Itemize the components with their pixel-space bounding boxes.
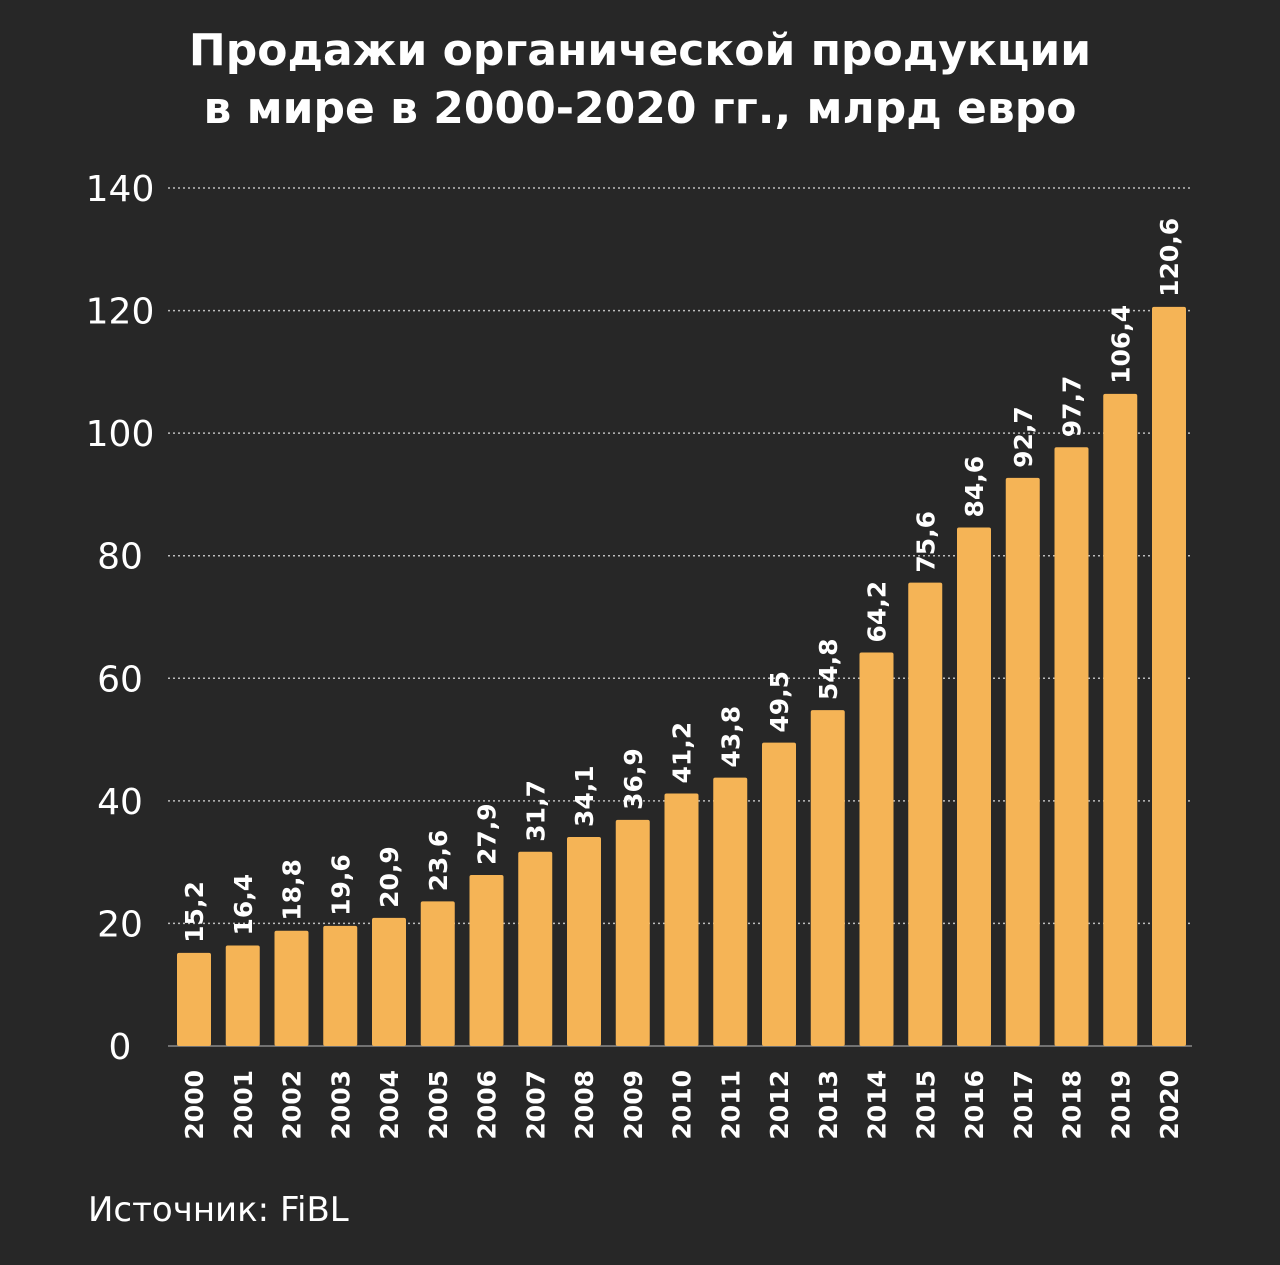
x-tick-label: 2016 [960, 1070, 989, 1140]
y-axis-tick-labels: 0 20 40 60 80 100 120 140 [86, 169, 155, 1068]
value-label: 92,7 [1009, 406, 1038, 468]
value-label: 49,5 [765, 671, 794, 733]
value-label: 16,4 [229, 874, 258, 936]
bar [1054, 447, 1089, 1046]
bar [469, 875, 504, 1046]
value-label: 75,6 [911, 511, 940, 573]
bar [225, 945, 260, 1046]
bar [664, 793, 699, 1046]
x-tick-label: 2015 [911, 1070, 940, 1140]
x-tick-label: 2004 [375, 1070, 404, 1140]
value-label: 18,8 [278, 859, 307, 921]
x-tick-label: 2017 [1009, 1070, 1038, 1140]
x-tick-label: 2009 [619, 1070, 648, 1140]
x-tick-label: 2006 [473, 1070, 502, 1140]
bar [1152, 306, 1186, 1046]
x-tick-label: 2020 [1155, 1070, 1184, 1140]
bar [713, 777, 748, 1046]
value-label: 97,7 [1058, 376, 1087, 438]
bar [615, 819, 650, 1046]
bar [567, 837, 601, 1046]
y-tick-label: 20 [97, 904, 143, 945]
x-tick-label: 2012 [765, 1070, 794, 1140]
value-label: 20,9 [375, 846, 404, 908]
x-tick-label: 2014 [863, 1070, 892, 1140]
bar [420, 901, 455, 1046]
y-tick-label: 100 [86, 414, 155, 455]
value-label: 41,2 [668, 722, 697, 784]
bar [274, 930, 309, 1046]
y-tick-label: 60 [97, 659, 143, 700]
y-tick-label: 0 [109, 1027, 132, 1068]
chart-title-line-1: Продажи органической продукции [188, 25, 1092, 76]
x-tick-label: 2007 [521, 1070, 550, 1140]
value-label: 106,4 [1106, 305, 1135, 384]
bar [957, 527, 991, 1046]
value-labels: 15,2 16,4 18,8 19,6 20,9 23,6 27,9 31,7 34,1 36,9… [180, 218, 1184, 943]
value-label: 27,9 [473, 803, 502, 865]
y-tick-label: 120 [86, 292, 155, 333]
x-tick-label: 2010 [668, 1070, 697, 1140]
x-axis-tick-labels: 2000 2001 2002 2003 2004 2005 2006 2007 2008 2009… [180, 1070, 1184, 1140]
value-label: 54,8 [814, 638, 843, 700]
bars [177, 306, 1186, 1046]
value-label: 64,2 [863, 581, 892, 643]
x-tick-label: 2000 [180, 1070, 209, 1140]
chart-title-line-2: в мире в 2000-2020 гг., млрд евро [203, 83, 1077, 134]
bar [518, 851, 553, 1046]
bar [810, 710, 845, 1046]
x-tick-label: 2001 [229, 1070, 258, 1140]
source-note: Источник: FiBL [88, 1190, 349, 1230]
bar [762, 742, 796, 1046]
value-label: 120,6 [1155, 218, 1184, 297]
value-label: 31,7 [521, 780, 550, 842]
chart-title: Продажи органической продукции в мире в … [0, 22, 1280, 138]
bar [859, 652, 894, 1046]
value-label: 34,1 [570, 765, 599, 827]
value-label: 19,6 [326, 854, 355, 916]
value-label: 15,2 [180, 881, 209, 943]
y-tick-label: 40 [97, 782, 143, 823]
value-label: 84,6 [960, 456, 989, 518]
y-tick-label: 80 [97, 537, 143, 578]
bar [908, 582, 943, 1046]
x-tick-label: 2019 [1106, 1070, 1135, 1140]
value-label: 23,6 [424, 830, 453, 892]
x-tick-label: 2013 [814, 1070, 843, 1140]
value-label: 36,9 [619, 748, 648, 810]
y-tick-label: 140 [86, 169, 155, 210]
bar [177, 952, 211, 1046]
x-tick-label: 2003 [326, 1070, 355, 1140]
x-tick-label: 2011 [716, 1070, 745, 1140]
bar [323, 925, 358, 1046]
x-tick-label: 2005 [424, 1070, 453, 1140]
bar [1005, 477, 1040, 1046]
value-label: 43,8 [716, 706, 745, 768]
x-tick-label: 2018 [1058, 1070, 1087, 1140]
x-tick-label: 2008 [570, 1070, 599, 1140]
bar [1103, 393, 1138, 1046]
bar [372, 917, 406, 1046]
x-tick-label: 2002 [278, 1070, 307, 1140]
